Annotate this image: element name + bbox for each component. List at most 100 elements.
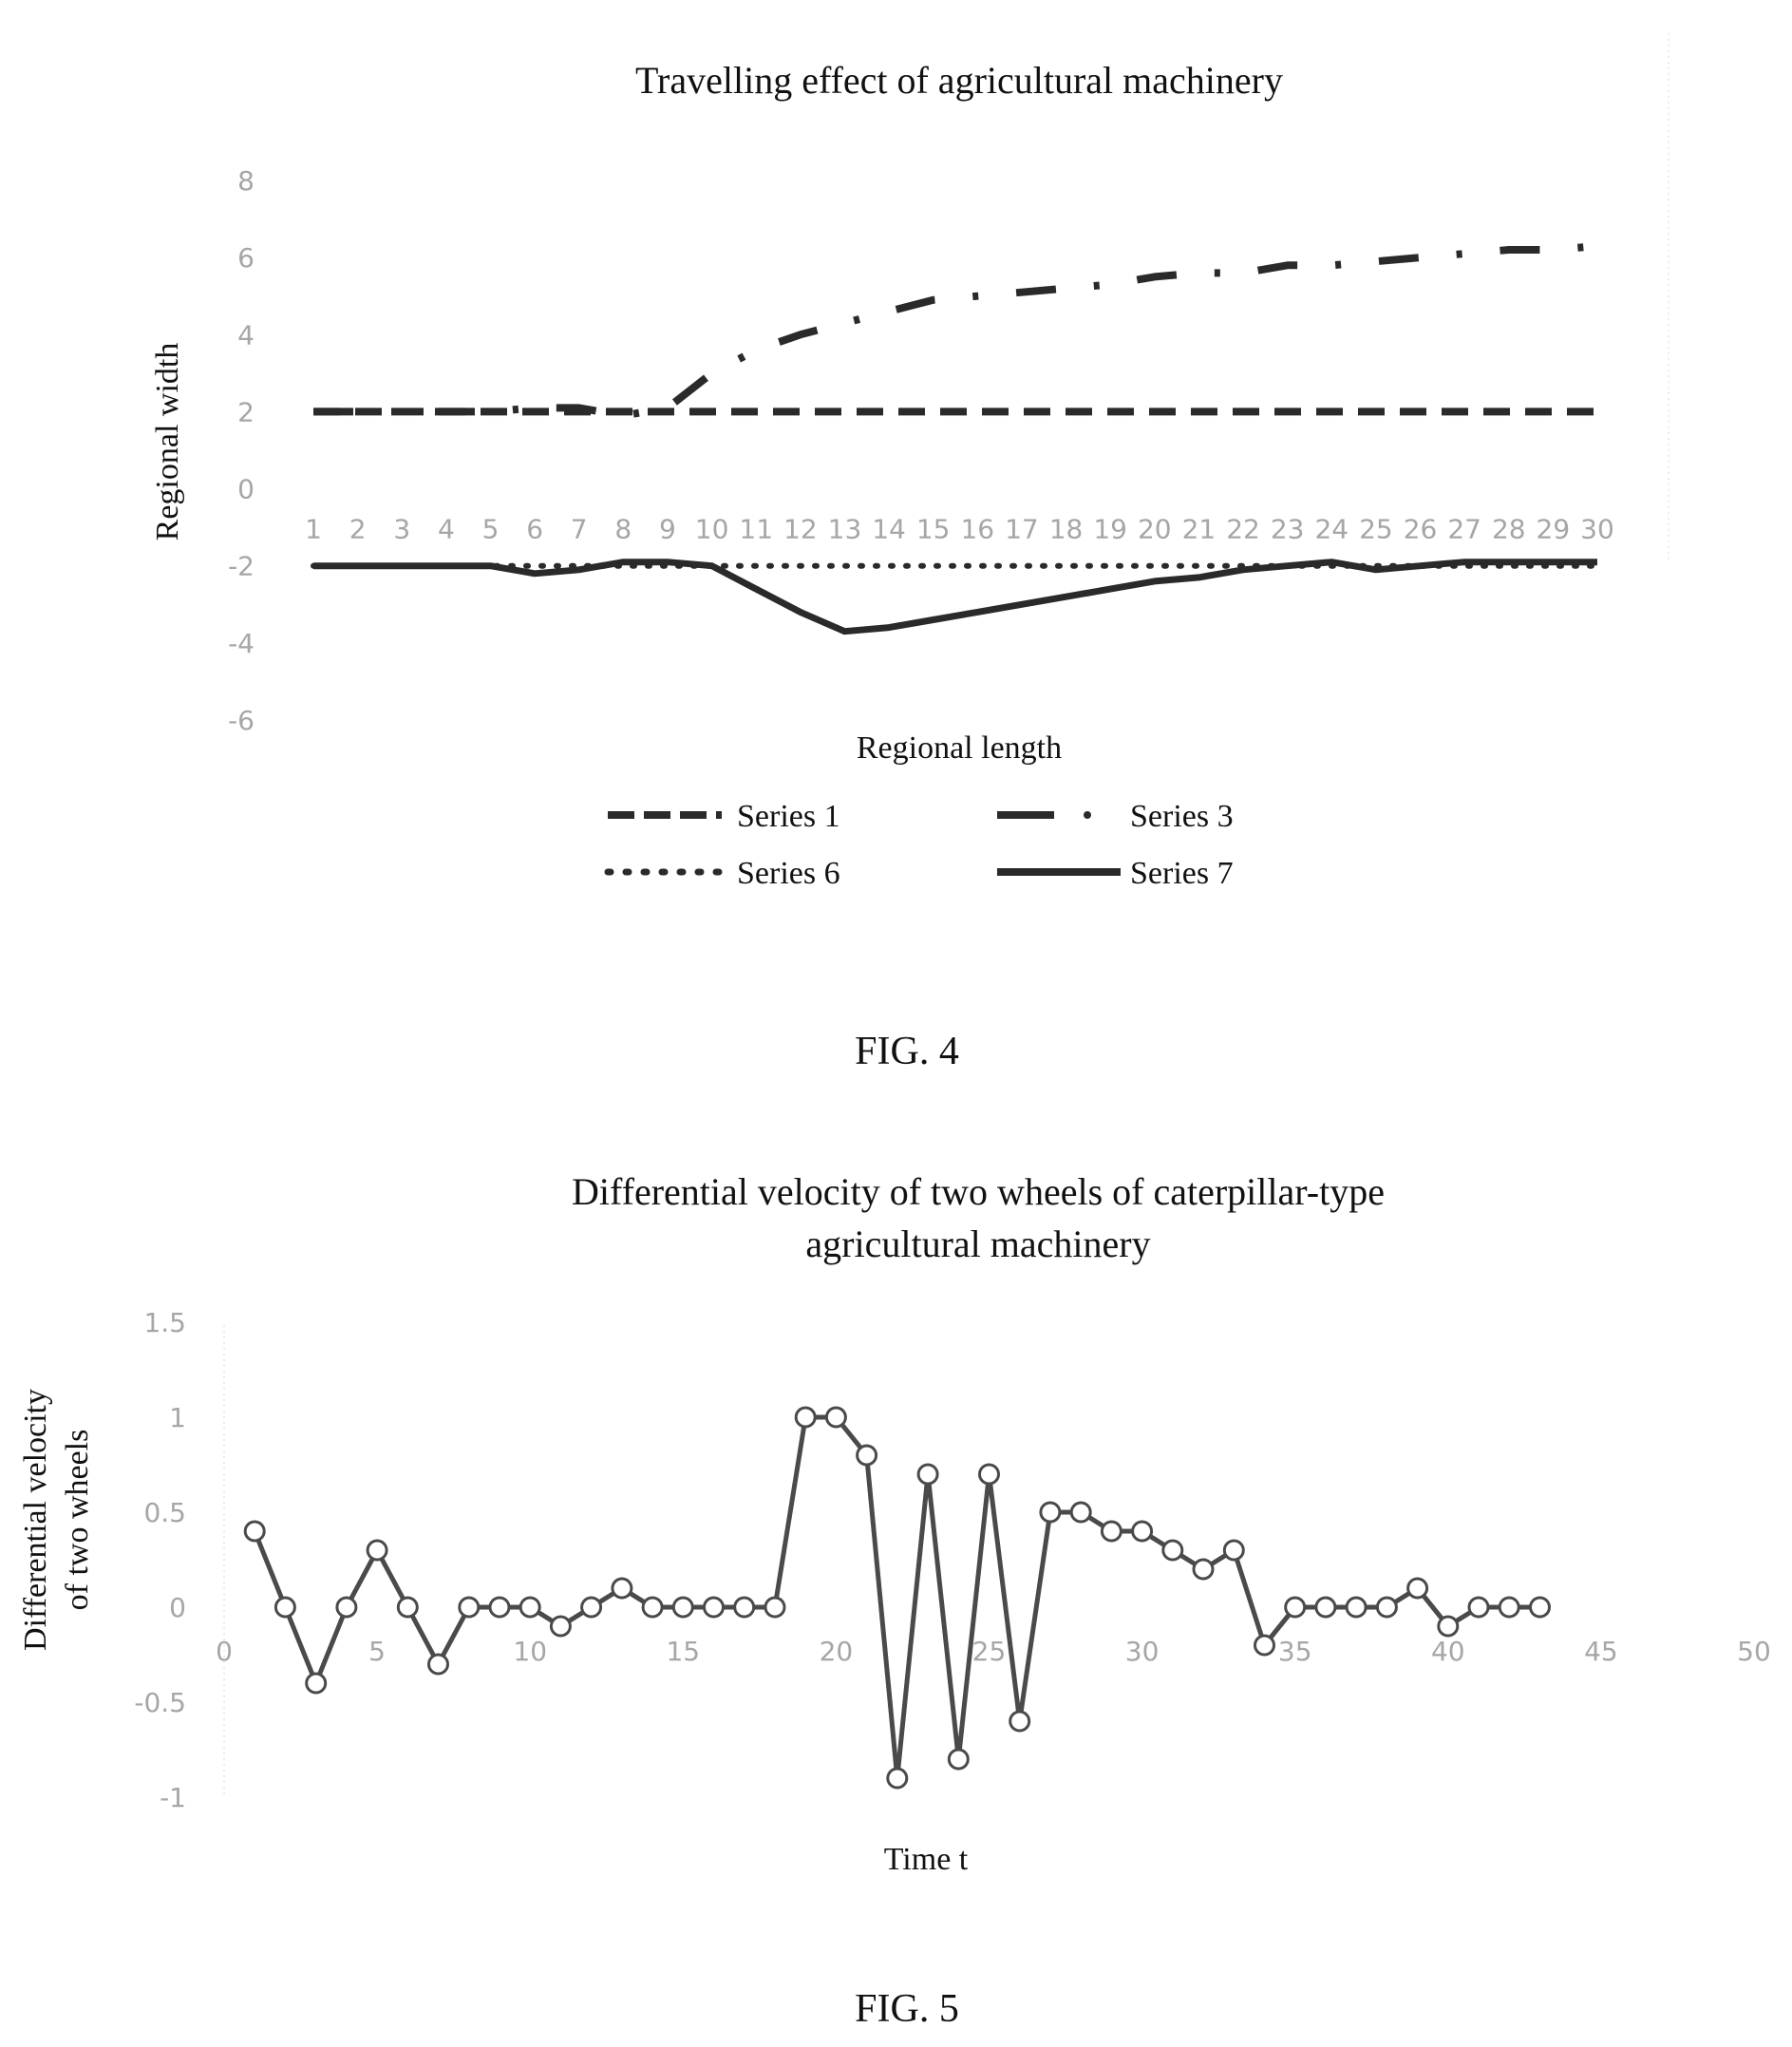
- chart-1-x-tick-label: 30: [1580, 514, 1614, 545]
- chart-1-x-tick-label: 2: [349, 514, 367, 545]
- legend-label-series-3: Series 3: [1130, 799, 1234, 834]
- chart-1-x-tick-label: 21: [1182, 514, 1217, 545]
- chart-2-y-axis-title: Differential velocity of two wheels: [18, 1389, 95, 1651]
- chart-1-x-tick-label: 16: [960, 514, 994, 545]
- chart-2-series: [243, 1406, 1551, 1790]
- chart-2-data-point: [1529, 1596, 1551, 1619]
- legend-item-series-6: Series 6: [604, 856, 840, 891]
- chart-2-data-point: [366, 1539, 388, 1562]
- chart-2-title-line-2: agricultural machinery: [805, 1223, 1150, 1265]
- chart-1-y-tick-label: -2: [228, 551, 255, 582]
- chart-2-y-axis-title-line-1: Differential velocity: [18, 1389, 53, 1651]
- chart-2-data-point: [671, 1596, 694, 1619]
- chart-1-x-tick-label: 9: [659, 514, 676, 545]
- chart-2-data-point: [1467, 1596, 1490, 1619]
- chart-2-data-point: [916, 1463, 939, 1486]
- chart-1-x-axis-title: Regional length: [857, 730, 1062, 766]
- chart-2-data-point: [611, 1577, 633, 1600]
- chart-2-data-point: [1406, 1577, 1429, 1600]
- chart-2-data-point: [1069, 1501, 1092, 1524]
- chart-2-data-point: [978, 1463, 1000, 1486]
- chart-1-title: Travelling effect of agricultural machin…: [635, 59, 1283, 102]
- chart-1-y-tick-label: 4: [237, 319, 255, 351]
- chart-1-x-tick-label: 17: [1005, 514, 1039, 545]
- chart-1-x-tick-label: 20: [1138, 514, 1172, 545]
- chart-2-y-axis-title-line-2: of two wheels: [60, 1430, 95, 1611]
- chart-2-data-point: [488, 1596, 511, 1619]
- chart-2-data-point: [641, 1596, 664, 1619]
- chart-2-data-point: [519, 1596, 541, 1619]
- chart-1-y-tick-label: 6: [237, 242, 255, 274]
- chart-2-data-point: [733, 1596, 756, 1619]
- chart-1-x-tick-label: 23: [1271, 514, 1305, 545]
- chart-2-data-point: [580, 1596, 603, 1619]
- chart-2-data-point: [1284, 1596, 1307, 1619]
- chart-1-legend: Series 1 Series 3 Series 6 Series 7: [604, 799, 1234, 891]
- chart-1-x-tick-label: 18: [1049, 514, 1084, 545]
- chart-2-y-tick-label: -1: [160, 1782, 186, 1813]
- chart-2-data-point: [1161, 1539, 1184, 1562]
- chart-2-x-tick-label: 5: [368, 1636, 386, 1667]
- chart-1-series-line-series-3: [313, 242, 1598, 420]
- chart-2-data-point: [947, 1748, 970, 1771]
- chart-2-data-point: [1437, 1615, 1460, 1638]
- chart-2: Differential velocity of two wheels of c…: [18, 1170, 1771, 2031]
- chart-2-x-tick-label: 30: [1125, 1636, 1160, 1667]
- chart-2-data-point: [794, 1406, 817, 1429]
- chart-2-data-point: [1498, 1596, 1520, 1619]
- chart-2-data-point: [824, 1406, 847, 1429]
- chart-2-data-point: [243, 1520, 266, 1543]
- chart-1-x-tick-label: 15: [916, 514, 951, 545]
- chart-1-x-tick-label: 8: [614, 514, 632, 545]
- chart-1-x-tick-label: 6: [526, 514, 543, 545]
- chart-2-x-tick-label: 40: [1431, 1636, 1465, 1667]
- chart-1-x-tick-label: 12: [783, 514, 818, 545]
- chart-2-x-tick-label: 25: [972, 1636, 1007, 1667]
- legend-label-series-6: Series 6: [737, 856, 840, 891]
- chart-1-x-tick-label: 28: [1492, 514, 1526, 545]
- chart-2-y-tick-label: 1.5: [143, 1307, 186, 1338]
- chart-1-x-ticks: 1 2 3 4 5 6 7 8 9 10 11 12 13 14 15 16 17 18 19 20 21 22 23 24 2…: [305, 514, 1614, 545]
- chart-1-series-line-series-7: [313, 559, 1597, 635]
- chart-2-x-axis-title: Time t: [884, 1842, 969, 1877]
- chart-2-data-point: [886, 1767, 909, 1790]
- chart-1-y-tick-label: 2: [237, 396, 255, 427]
- chart-2-data-point: [1009, 1710, 1031, 1733]
- chart-2-data-point: [1131, 1520, 1154, 1543]
- chart-2-x-tick-label: 35: [1278, 1636, 1312, 1667]
- chart-2-data-point: [1039, 1501, 1062, 1524]
- chart-2-data-point: [1314, 1596, 1337, 1619]
- chart-1-y-tick-label: 8: [237, 165, 255, 197]
- chart-1-x-tick-label: 19: [1093, 514, 1127, 545]
- chart-1-x-tick-label: 29: [1537, 514, 1571, 545]
- chart-2-data-point: [856, 1444, 878, 1467]
- chart-1: Travelling effect of agricultural machin…: [150, 33, 1669, 1073]
- chart-2-data-point: [396, 1596, 419, 1619]
- chart-2-x-tick-label: 0: [216, 1636, 233, 1667]
- chart-1-x-tick-label: 24: [1314, 514, 1349, 545]
- chart-2-y-tick-label: 1: [169, 1402, 186, 1433]
- chart-1-x-tick-label: 3: [393, 514, 410, 545]
- chart-1-x-tick-label: 5: [482, 514, 500, 545]
- chart-2-x-tick-label: 15: [666, 1636, 700, 1667]
- chart-2-data-point: [427, 1653, 449, 1676]
- chart-2-data-point: [305, 1672, 328, 1695]
- chart-1-y-ticks: 8 6 4 2 0 -2 -4 -6: [228, 165, 255, 736]
- chart-1-y-axis-title: Regional width: [150, 343, 185, 541]
- chart-1-x-tick-label: 14: [872, 514, 906, 545]
- chart-2-data-point: [1375, 1596, 1398, 1619]
- chart-2-data-point: [1192, 1558, 1215, 1581]
- chart-2-data-point: [274, 1596, 296, 1619]
- chart-2-y-tick-label: -0.5: [134, 1687, 186, 1718]
- chart-2-data-point: [1345, 1596, 1368, 1619]
- chart-1-y-tick-label: -4: [228, 628, 255, 659]
- figure-4-caption: FIG. 4: [855, 1030, 959, 1073]
- chart-2-data-point: [1222, 1539, 1245, 1562]
- chart-1-x-tick-label: 11: [739, 514, 773, 545]
- chart-1-x-tick-label: 13: [828, 514, 862, 545]
- legend-item-series-3: Series 3: [997, 799, 1234, 834]
- legend-swatch-series-3-dot: [1084, 811, 1091, 819]
- chart-1-x-tick-label: 7: [571, 514, 588, 545]
- chart-1-y-tick-label: -6: [228, 705, 255, 736]
